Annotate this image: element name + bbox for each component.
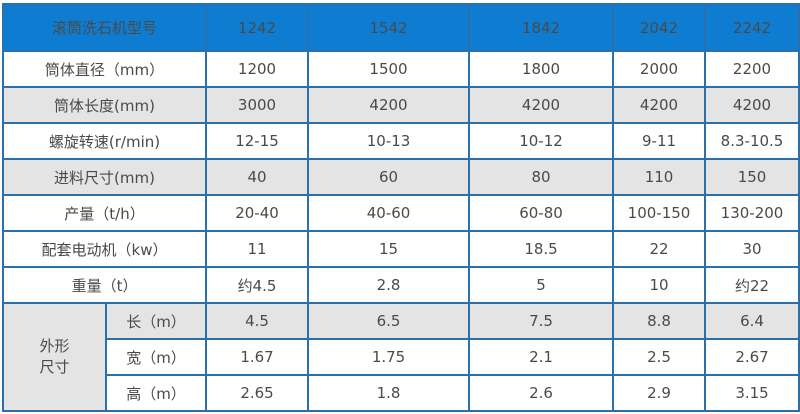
value-cell: 2.6 xyxy=(468,374,615,412)
value-cell: 3000 xyxy=(205,86,310,124)
value-cell: 8.8 xyxy=(612,302,707,340)
table-title: 滚筒洗石机型号 xyxy=(1,3,208,52)
value-cell: 110 xyxy=(612,158,707,196)
spec-row-weight: 重量（t） 约4.5 2.8 5 10 约22 xyxy=(1,266,800,304)
sub-row-label: 长（m） xyxy=(104,302,208,340)
value-cell: 2200 xyxy=(704,50,800,88)
value-cell: 10 xyxy=(612,266,707,304)
value-cell: 9-11 xyxy=(612,122,707,160)
value-cell: 4200 xyxy=(468,86,615,124)
value-cell: 6.5 xyxy=(307,302,471,340)
value-cell: 1.75 xyxy=(307,338,471,376)
spec-row-motor-power: 配套电动机（kw） 11 15 18.5 22 30 xyxy=(1,230,800,268)
spec-row-capacity: 产量（t/h） 20-40 40-60 60-80 100-150 130-20… xyxy=(1,194,800,232)
value-cell: 40 xyxy=(205,158,310,196)
value-cell: 4200 xyxy=(704,86,800,124)
spec-table: 滚筒洗石机型号 1242 1542 1842 2042 2242 筒体直径（mm… xyxy=(1,3,800,412)
column-header-model-1542: 1542 xyxy=(307,3,471,52)
value-cell: 80 xyxy=(468,158,615,196)
value-cell: 20-40 xyxy=(205,194,310,232)
value-cell: 4.5 xyxy=(205,302,310,340)
row-label: 筒体直径（mm） xyxy=(1,50,208,88)
value-cell: 40-60 xyxy=(307,194,471,232)
value-cell: 4200 xyxy=(307,86,471,124)
value-cell: 5 xyxy=(468,266,615,304)
value-cell: 100-150 xyxy=(612,194,707,232)
row-label: 配套电动机（kw） xyxy=(1,230,208,268)
value-cell: 10-12 xyxy=(468,122,615,160)
value-cell: 2000 xyxy=(612,50,707,88)
value-cell: 18.5 xyxy=(468,230,615,268)
column-header-model-2242: 2242 xyxy=(704,3,800,52)
value-cell: 2.1 xyxy=(468,338,615,376)
column-header-model-2042: 2042 xyxy=(612,3,707,52)
dimension-group-label-line1: 外形 xyxy=(39,337,70,355)
value-cell: 60 xyxy=(307,158,471,196)
value-cell: 约22 xyxy=(704,266,800,304)
value-cell: 6.4 xyxy=(704,302,800,340)
row-label: 进料尺寸(mm) xyxy=(1,158,208,196)
value-cell: 1.8 xyxy=(307,374,471,412)
value-cell: 1.67 xyxy=(205,338,310,376)
spec-row-drum-length: 筒体长度(mm) 3000 4200 4200 4200 4200 xyxy=(1,86,800,124)
spec-row-feed-size: 进料尺寸(mm) 40 60 80 110 150 xyxy=(1,158,800,196)
value-cell: 2.5 xyxy=(612,338,707,376)
value-cell: 1800 xyxy=(468,50,615,88)
value-cell: 130-200 xyxy=(704,194,800,232)
dimension-group-label: 外形 尺寸 xyxy=(2,302,107,412)
column-header-model-1242: 1242 xyxy=(205,3,310,52)
value-cell: 约4.5 xyxy=(205,266,310,304)
value-cell: 4200 xyxy=(612,86,707,124)
row-label: 产量（t/h） xyxy=(1,194,208,232)
row-label: 筒体长度(mm) xyxy=(1,86,208,124)
row-label: 螺旋转速(r/min) xyxy=(1,122,208,160)
row-label: 重量（t） xyxy=(1,266,208,304)
value-cell: 12-15 xyxy=(205,122,310,160)
sub-row-label: 宽（m） xyxy=(104,338,208,376)
value-cell: 15 xyxy=(307,230,471,268)
spec-row-drum-diameter: 筒体直径（mm） 1200 1500 1800 2000 2200 xyxy=(1,50,800,88)
column-header-model-1842: 1842 xyxy=(468,3,615,52)
value-cell: 150 xyxy=(704,158,800,196)
dimension-row-width: 宽（m） 1.67 1.75 2.1 2.5 2.67 xyxy=(3,338,800,376)
value-cell: 10-13 xyxy=(307,122,471,160)
value-cell: 1500 xyxy=(307,50,471,88)
spec-row-spiral-speed: 螺旋转速(r/min) 12-15 10-13 10-12 9-11 8.3-1… xyxy=(1,122,800,160)
value-cell: 3.15 xyxy=(704,374,800,412)
value-cell: 22 xyxy=(612,230,707,268)
value-cell: 7.5 xyxy=(468,302,615,340)
value-cell: 2.8 xyxy=(307,266,471,304)
value-cell: 2.65 xyxy=(205,374,310,412)
dimension-group-label-line2: 尺寸 xyxy=(39,358,70,376)
value-cell: 11 xyxy=(205,230,310,268)
value-cell: 30 xyxy=(704,230,800,268)
value-cell: 1200 xyxy=(205,50,310,88)
value-cell: 2.67 xyxy=(704,338,800,376)
header-row: 滚筒洗石机型号 1242 1542 1842 2042 2242 xyxy=(1,3,800,52)
dimension-row-height: 高（m） 2.65 1.8 2.6 2.9 3.15 xyxy=(3,374,800,412)
value-cell: 60-80 xyxy=(468,194,615,232)
sub-row-label: 高（m） xyxy=(104,374,208,412)
dimension-row-length: 外形 尺寸 长（m） 4.5 6.5 7.5 8.8 6.4 xyxy=(2,302,800,412)
value-cell: 2.9 xyxy=(612,374,707,412)
value-cell: 8.3-10.5 xyxy=(704,122,800,160)
